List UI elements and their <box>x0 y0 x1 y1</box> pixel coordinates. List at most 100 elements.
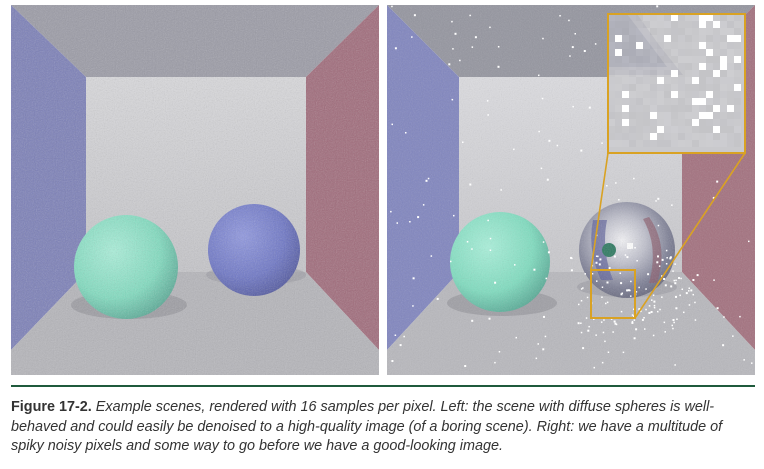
firefly-pixel <box>587 329 590 332</box>
inset-pixel <box>664 126 671 133</box>
firefly-pixel <box>614 322 617 325</box>
firefly-pixel <box>688 287 690 289</box>
inset-pixel <box>699 70 706 77</box>
inset-firefly <box>734 84 741 91</box>
firefly-pixels <box>390 5 753 369</box>
firefly-pixel <box>688 304 691 306</box>
firefly-pixel <box>621 292 623 294</box>
inset-pixel <box>685 14 692 21</box>
inset-firefly <box>713 126 720 133</box>
inset-pixel <box>608 35 615 42</box>
inset-pixel <box>615 133 622 140</box>
inset-pixel <box>629 105 636 112</box>
firefly-pixel <box>722 344 725 347</box>
firefly-pixel <box>665 249 668 252</box>
inset-firefly <box>734 56 741 63</box>
inset-pixel <box>615 28 622 35</box>
inset-firefly <box>699 42 706 49</box>
inset-pixel <box>643 84 650 91</box>
inset-pixel <box>727 77 734 84</box>
inset-pixel <box>608 42 615 49</box>
inset-pixel <box>608 112 615 119</box>
inset-pixel <box>720 119 727 126</box>
inset-pixel <box>650 35 657 42</box>
firefly-pixel <box>615 182 617 184</box>
firefly-pixel <box>469 183 472 186</box>
inset-pixel <box>615 21 622 28</box>
noise-overlay <box>11 5 379 375</box>
firefly-pixel <box>594 43 597 45</box>
firefly-pixel <box>657 197 660 200</box>
inset-pixel <box>699 28 706 35</box>
inset-pixel <box>671 42 678 49</box>
inset-pixel <box>678 14 685 21</box>
inset-pixel <box>636 14 643 21</box>
inset-pixel <box>678 126 685 133</box>
inset-pixel <box>664 49 671 56</box>
firefly-pixel <box>450 260 452 263</box>
firefly-pixel <box>394 334 397 336</box>
inset-pixel <box>678 119 685 126</box>
firefly-pixel <box>670 285 673 288</box>
firefly-pixel <box>619 272 621 274</box>
inset-pixel <box>643 35 650 42</box>
firefly-pixel <box>633 177 635 180</box>
inset-pixel <box>720 77 727 84</box>
firefly-pixel <box>459 59 461 62</box>
firefly-pixel <box>454 32 457 35</box>
zoom-connector-left <box>590 152 609 271</box>
inset-pixel <box>720 105 727 112</box>
inset-pixel <box>692 21 699 28</box>
inset-pixel <box>713 91 720 98</box>
firefly-pixel <box>675 307 678 310</box>
inset-pixel <box>706 42 713 49</box>
firefly-pixel <box>664 331 666 333</box>
inset-pixel <box>706 105 713 112</box>
inset-pixel <box>713 35 720 42</box>
inset-pixel <box>734 133 741 140</box>
firefly-pixel <box>474 36 477 39</box>
inset-pixel <box>629 91 636 98</box>
firefly-pixel <box>683 311 685 314</box>
inset-pixel <box>720 21 727 28</box>
inset-pixel <box>720 98 727 105</box>
inset-pixel <box>636 28 643 35</box>
firefly-pixel <box>489 237 492 240</box>
firefly-pixel <box>657 255 659 258</box>
inset-pixel <box>650 56 657 63</box>
inset-pixel <box>643 105 650 112</box>
inset-pixel <box>713 63 720 70</box>
firefly-pixel <box>606 301 609 304</box>
firefly-pixel <box>546 178 549 181</box>
inset-pixel <box>615 91 622 98</box>
firefly-pixel <box>390 210 392 213</box>
inset-pixel <box>692 112 699 119</box>
inset-pixel <box>664 77 671 84</box>
inset-pixel <box>657 35 664 42</box>
inset-pixel <box>671 105 678 112</box>
firefly-pixel <box>580 331 583 334</box>
inset-pixel <box>622 84 629 91</box>
right-scene-svg <box>387 5 755 375</box>
inset-pixel <box>650 77 657 84</box>
inset-pixel <box>608 105 615 112</box>
firefly-pixel <box>513 148 515 151</box>
inset-pixel <box>678 63 685 70</box>
firefly-pixel <box>657 224 660 227</box>
inset-pixel <box>636 84 643 91</box>
firefly-pixel <box>633 308 635 310</box>
inset-pixel <box>678 49 685 56</box>
inset-pixel <box>671 98 678 105</box>
inset-firefly <box>699 98 706 105</box>
firefly-pixel <box>732 335 734 337</box>
firefly-pixel <box>631 320 634 323</box>
inset-pixel <box>692 140 699 147</box>
inset-pixel <box>664 140 671 147</box>
inset-pixel <box>636 63 643 70</box>
inset-pixel <box>664 70 671 77</box>
firefly-pixel <box>608 267 611 270</box>
inset-pixel <box>685 49 692 56</box>
inset-pixel <box>727 42 734 49</box>
firefly-pixel <box>633 337 636 340</box>
inset-pixel <box>685 91 692 98</box>
